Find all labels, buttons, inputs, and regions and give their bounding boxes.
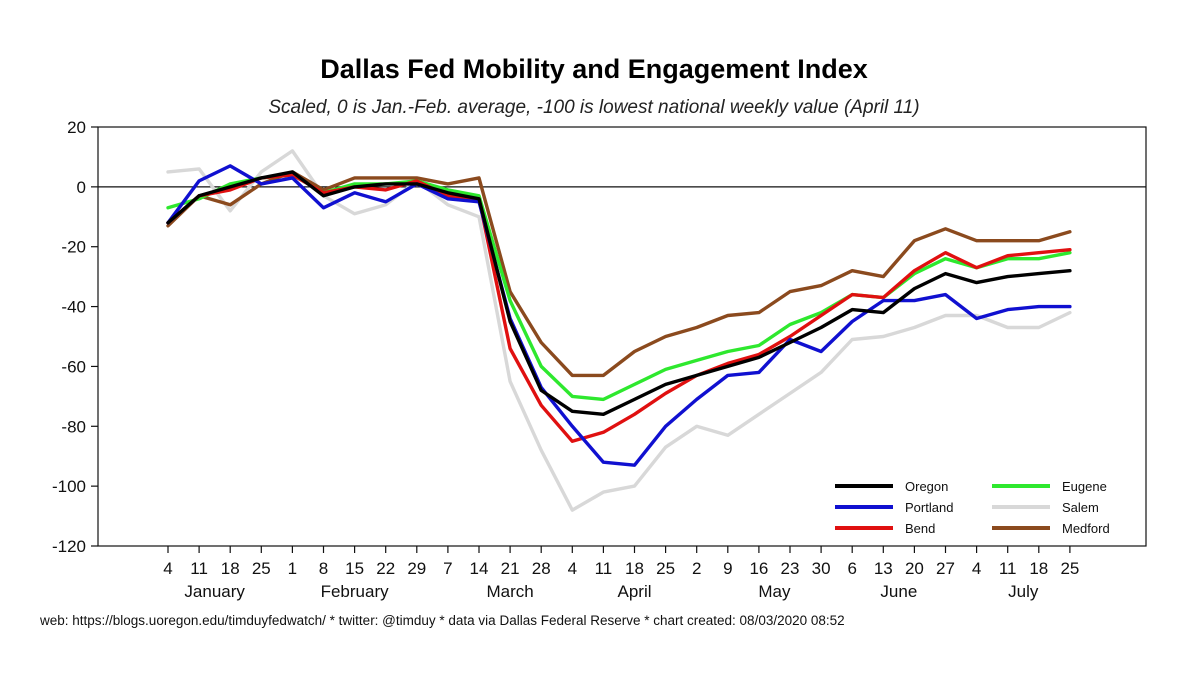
x-tick-label: 6	[847, 559, 856, 578]
x-tick-label: 25	[656, 559, 675, 578]
x-axis: 4 11 18 25 1 8 15 22 29 7 14 21 28 4 11 18 25 2 9 16 23 30 6 13…	[163, 546, 1079, 601]
y-tick-label: -100	[52, 477, 86, 496]
plot-frame	[97, 126, 1147, 547]
x-tick-label: 8	[319, 559, 328, 578]
y-tick-label: -80	[61, 417, 86, 436]
series-line-eugene	[166, 173, 1072, 402]
series-line-medford	[166, 170, 1072, 378]
month-label: May	[758, 582, 791, 601]
y-tick-label: -120	[52, 537, 86, 556]
x-tick-label: 11	[999, 559, 1017, 578]
x-tick-label: 4	[163, 559, 172, 578]
x-tick-label: 20	[905, 559, 924, 578]
month-label: February	[321, 582, 390, 601]
x-tick-label: 25	[1060, 559, 1079, 578]
x-tick-label: 9	[723, 559, 732, 578]
legend: Oregon Eugene Portland Salem Bend Medford	[835, 479, 1110, 536]
legend-label-medford: Medford	[1062, 521, 1110, 536]
legend-label-salem: Salem	[1062, 500, 1099, 515]
y-tick-label: -20	[61, 238, 86, 257]
x-tick-label: 23	[781, 559, 800, 578]
y-axis: 20 0 -20 -40 -60 -80 -100 -120	[52, 118, 98, 556]
y-tick-label: -60	[61, 357, 86, 376]
x-tick-label: 2	[692, 559, 701, 578]
x-tick-label: 4	[972, 559, 981, 578]
legend-label-oregon: Oregon	[905, 479, 948, 494]
x-tick-label: 18	[1029, 559, 1048, 578]
y-tick-label: -40	[61, 298, 86, 317]
x-tick-label: 29	[407, 559, 426, 578]
x-tick-label: 7	[443, 559, 452, 578]
month-label: March	[486, 582, 533, 601]
series-line-oregon	[166, 170, 1072, 416]
series-line-bend	[166, 173, 1072, 443]
x-tick-label: 25	[252, 559, 271, 578]
series-line-salem	[166, 149, 1072, 512]
legend-label-portland: Portland	[905, 500, 953, 515]
x-tick-label: 30	[812, 559, 831, 578]
month-label: April	[617, 582, 651, 601]
footer-credit: web: https://blogs.uoregon.edu/timduyfed…	[39, 613, 845, 628]
x-tick-label: 14	[470, 559, 489, 578]
month-label: January	[184, 582, 245, 601]
month-label: June	[880, 582, 917, 601]
x-tick-label: 1	[288, 559, 297, 578]
month-label: July	[1008, 582, 1039, 601]
x-tick-label: 21	[501, 559, 520, 578]
chart-subtitle: Scaled, 0 is Jan.-Feb. average, -100 is …	[268, 97, 919, 118]
x-tick-label: 11	[190, 559, 208, 578]
chart-title: Dallas Fed Mobility and Engagement Index	[320, 54, 868, 84]
x-tick-label: 11	[595, 559, 613, 578]
series-lines	[166, 149, 1072, 512]
series-line-portland	[166, 164, 1072, 467]
x-tick-label: 4	[568, 559, 577, 578]
x-tick-label: 13	[874, 559, 893, 578]
x-tick-label: 18	[221, 559, 240, 578]
legend-label-bend: Bend	[905, 521, 935, 536]
x-tick-label: 28	[532, 559, 551, 578]
y-tick-label: 20	[67, 118, 86, 137]
x-tick-label: 22	[376, 559, 395, 578]
x-tick-label: 27	[936, 559, 955, 578]
legend-label-eugene: Eugene	[1062, 479, 1107, 494]
x-tick-label: 15	[345, 559, 364, 578]
y-tick-label: 0	[77, 178, 86, 197]
x-tick-label: 16	[749, 559, 768, 578]
x-tick-label: 18	[625, 559, 644, 578]
